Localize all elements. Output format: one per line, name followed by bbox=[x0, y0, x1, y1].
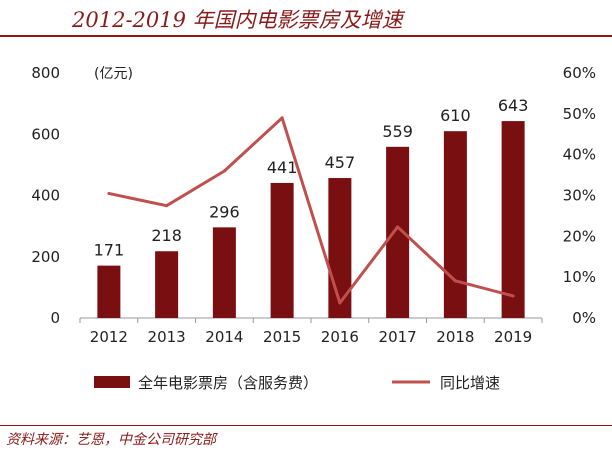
combo-chart: 2012 2013 2014 2015 2016 2017 2018 2019 0 200 400 6… bbox=[31, 64, 596, 392]
legend-bar-swatch bbox=[94, 376, 130, 388]
x-tick-label: 2014 bbox=[205, 328, 243, 346]
y-right-tick-label: 30% bbox=[563, 187, 596, 205]
y-left-tick-label: 600 bbox=[31, 125, 60, 143]
bar bbox=[97, 265, 121, 318]
y-right-tick-label: 60% bbox=[563, 64, 596, 82]
bar-data-label: 171 bbox=[94, 241, 125, 260]
bar bbox=[386, 146, 410, 318]
growth-point bbox=[107, 191, 111, 195]
y-right-tick-label: 20% bbox=[563, 227, 596, 245]
growth-point bbox=[511, 294, 515, 298]
chart-title: 2012-2019 年国内电影票房及增速 bbox=[72, 8, 403, 32]
x-tick-label: 2017 bbox=[379, 328, 417, 346]
growth-point bbox=[396, 225, 400, 229]
y-left-tick-label: 0 bbox=[50, 309, 60, 327]
y-left-tick-label: 400 bbox=[31, 187, 60, 205]
bar-data-label: 457 bbox=[325, 153, 356, 172]
legend-line-label: 同比增速 bbox=[440, 374, 500, 392]
growth-line bbox=[107, 116, 515, 305]
bars bbox=[97, 121, 525, 318]
x-tick-label: 2012 bbox=[90, 328, 128, 346]
x-tick-label: 2015 bbox=[263, 328, 301, 346]
bar-data-label: 441 bbox=[267, 158, 298, 177]
growth-point bbox=[338, 301, 342, 305]
x-tick-label: 2013 bbox=[148, 328, 186, 346]
y-right-tick-label: 10% bbox=[563, 268, 596, 286]
x-tick-label: 2019 bbox=[494, 328, 532, 346]
source-rule bbox=[0, 425, 612, 426]
y-right-tick-label: 50% bbox=[563, 105, 596, 123]
bar-data-label: 643 bbox=[498, 96, 529, 115]
bar-data-label: 296 bbox=[209, 202, 240, 221]
growth-point bbox=[280, 116, 284, 120]
bar bbox=[501, 121, 525, 318]
bar bbox=[212, 227, 236, 318]
bar bbox=[270, 182, 294, 318]
axes: 2012 2013 2014 2015 2016 2017 2018 2019 0 200 400 6… bbox=[31, 64, 596, 346]
y-right-tick-label: 40% bbox=[563, 146, 596, 164]
x-tick-label: 2018 bbox=[436, 328, 474, 346]
labels: 171 218 296 441 457 559 610 643 bbox=[94, 96, 529, 260]
growth-point bbox=[222, 169, 226, 173]
bar-data-label: 610 bbox=[440, 106, 471, 125]
growth-line-path bbox=[108, 116, 514, 305]
bar-data-label: 218 bbox=[151, 226, 182, 245]
bar bbox=[155, 251, 179, 318]
source-note: 资料来源：艺恩，中金公司研究部 bbox=[6, 432, 216, 448]
y-right-tick-label: 0% bbox=[572, 309, 596, 327]
growth-point bbox=[453, 279, 457, 283]
legend: 全年电影票房（含服务费） 同比增速 bbox=[94, 374, 500, 392]
title-rule bbox=[0, 35, 612, 37]
y-unit-label: (亿元) bbox=[94, 66, 133, 82]
bar-data-label: 559 bbox=[382, 122, 413, 141]
legend-bar-label: 全年电影票房（含服务费） bbox=[138, 374, 318, 392]
growth-point bbox=[165, 204, 169, 208]
y-left-tick-label: 800 bbox=[31, 64, 60, 82]
x-tick-label: 2016 bbox=[321, 328, 359, 346]
bar bbox=[443, 131, 467, 318]
bar bbox=[328, 178, 352, 318]
y-left-tick-label: 200 bbox=[31, 248, 60, 266]
